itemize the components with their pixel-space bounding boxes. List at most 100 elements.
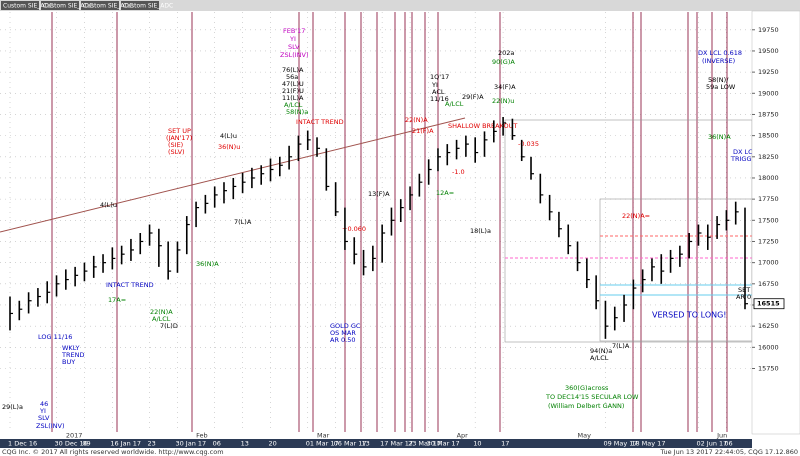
x-tick-label: 30 Jan 17 <box>175 440 206 448</box>
annotation: 36(N)A <box>196 260 219 268</box>
annotation: AR 0.50 <box>330 336 356 344</box>
annotation: DX LCL 0.618 <box>698 49 742 57</box>
month-label: Feb <box>196 432 208 440</box>
last-price-box <box>753 298 785 310</box>
annotation: ACL <box>432 88 445 96</box>
annotation: ZSL(INV) <box>36 422 65 430</box>
date-axis <box>0 439 752 448</box>
x-tick-label: 06 <box>213 440 221 448</box>
tab[interactable] <box>41 1 79 10</box>
annotation: SHALLOW BREAKOUT <box>448 122 517 130</box>
annotation: A/LCL <box>590 354 609 362</box>
annotation: 7(L)A <box>612 342 630 350</box>
annotation: 21(F)U <box>282 87 304 95</box>
month-label: May <box>578 432 592 440</box>
annotation: 90(G)A <box>492 58 515 66</box>
x-tick-label: 17 <box>501 440 509 448</box>
y-tick-label: 18500 <box>758 132 779 140</box>
x-tick-label: 17 Mar 17 <box>380 440 413 448</box>
annotation: 22(N)A <box>150 308 173 316</box>
y-tick-label: 18000 <box>758 174 779 182</box>
annotation: 22(N)A <box>405 116 428 124</box>
annotation: (William Delbert GANN) <box>548 402 624 410</box>
x-tick-label: 16 Jan 17 <box>110 440 141 448</box>
annotation: 46 <box>40 400 48 408</box>
annotation: 29(F)A <box>462 93 484 101</box>
footer-left: CQG Inc. © 2017 All rights reserved worl… <box>2 448 224 456</box>
y-tick-label: 16000 <box>758 343 779 351</box>
annotation: INTACT TREND <box>296 118 344 126</box>
annotation: 11(L)A <box>282 94 304 102</box>
tab[interactable] <box>1 1 39 10</box>
annotation: 11/16 <box>430 95 449 103</box>
y-tick-label: 19000 <box>758 89 779 97</box>
annotation: SLV <box>288 43 300 51</box>
annotation: TO DEC14'15 SECULAR LOW <box>545 393 639 401</box>
y-tick-label: 19500 <box>758 47 779 55</box>
annotation: 94(N)a <box>590 347 612 355</box>
y-tick-label: 19750 <box>758 26 779 34</box>
tab-bar <box>0 0 800 11</box>
month-label: 2017 <box>66 432 83 440</box>
annotation: 36(N)A <box>708 133 731 141</box>
x-tick-label: 06 Mar 17 <box>334 440 367 448</box>
tab-label[interactable]: Custom SIE_ADC <box>3 3 53 10</box>
annotation: 29(L)a <box>2 403 23 411</box>
annotation: 21(F)A <box>412 127 434 135</box>
annotation: 36(N)u <box>218 143 240 151</box>
annotation: A/LCL <box>445 100 464 108</box>
annotation: 22(N)u <box>492 97 514 105</box>
month-label: Apr <box>457 432 469 440</box>
annotation: INTACT TREND <box>106 281 154 289</box>
x-tick-label: 13 <box>362 440 370 448</box>
annotation: (SIE) <box>168 141 183 149</box>
x-tick-label: 20 <box>269 440 277 448</box>
y-tick-label: 18750 <box>758 110 779 118</box>
x-tick-label: 09 May 17 <box>603 440 637 448</box>
x-tick-label: 09 <box>82 440 90 448</box>
y-tick-label: 15750 <box>758 364 779 372</box>
y-tick-label: 17750 <box>758 195 779 203</box>
annotation: TRIGGER <box>730 155 761 163</box>
annotations: FEB'17 YI SLV ZSL(INV) 76(L)A 56a 47(L)U… <box>2 27 766 430</box>
annotation: SET UP <box>738 286 761 294</box>
annotation: ZSL(INV) <box>280 51 309 59</box>
tab[interactable] <box>81 1 119 10</box>
annotation: (JAN'17) <box>166 134 192 142</box>
annotation: VERSED TO LONG! <box>652 311 727 320</box>
annotation: SLV <box>38 414 50 422</box>
tab-label[interactable]: Custom SIE_ADC <box>123 3 173 10</box>
annotation: 4(L)u <box>100 201 117 209</box>
annotation: 12A= <box>436 189 454 197</box>
x-tick-label: 01 Mar 17 <box>306 440 339 448</box>
annotation: A/LCL <box>284 101 303 109</box>
x-tick-label: 23 <box>148 440 156 448</box>
tab[interactable] <box>121 1 159 10</box>
annotation: SET UP <box>168 127 191 135</box>
y-tick-label: 16750 <box>758 280 779 288</box>
x-tick-label: 1 Dec 16 <box>8 440 37 448</box>
tab-label[interactable]: Custom SIE_ADC <box>83 3 133 10</box>
annotation: FEB'17 <box>283 27 305 35</box>
x-tick-label: 06 <box>724 440 732 448</box>
annotation: OS MAR <box>330 329 356 337</box>
annotation: YI <box>431 81 438 89</box>
y-tick-label: 17250 <box>758 237 779 245</box>
tab-label[interactable]: Custom SIE_ADC <box>43 3 93 10</box>
annotation: 76(L)A <box>282 66 304 74</box>
y-tick-label: 17500 <box>758 216 779 224</box>
annotation: 59a LOW <box>706 83 736 91</box>
grid <box>0 12 752 432</box>
y-tick-label: 17000 <box>758 259 779 267</box>
annotation: WKLY <box>62 344 79 352</box>
annotation: 202a <box>498 49 514 57</box>
tabs: Custom SIE_ADC Custom SIE_ADC Custom SIE… <box>1 1 173 10</box>
month-label: Mar <box>317 432 330 440</box>
annotation: A/LCL <box>152 315 171 323</box>
footer-right: Tue Jun 13 2017 22:44:05, CQG 17.12.860 <box>660 448 799 456</box>
y-tick-label: 19250 <box>758 68 779 76</box>
y-tick-label: 16250 <box>758 322 779 330</box>
annotation: 17A= <box>108 296 126 304</box>
annotation: (INVERSE) <box>702 57 735 65</box>
